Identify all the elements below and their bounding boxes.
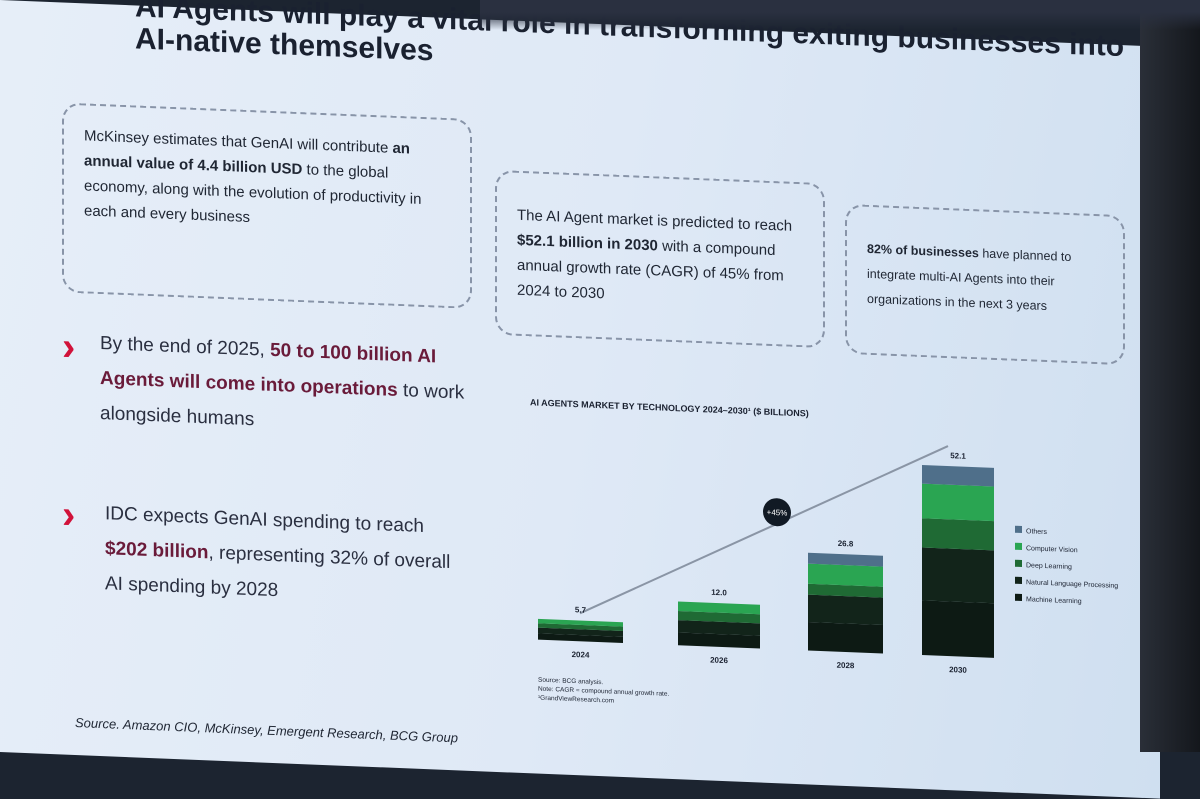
room-ceiling: [480, 0, 1200, 30]
source-note: Source. Amazon CIO, McKinsey, Emergent R…: [75, 715, 458, 746]
x-tick-label: 2024: [572, 650, 590, 660]
bar-segment-natural-language-processing-2024: [538, 627, 623, 637]
bar-segment-natural-language-processing-2028: [808, 594, 883, 626]
bar-total-label: 5.7: [575, 605, 587, 614]
chart-note: Source: BCG analysis.: [538, 677, 604, 687]
legend-label: Computer Vision: [1026, 545, 1078, 554]
bar-segment-deep-learning-2026: [678, 610, 760, 624]
business-box: 82% of businesses have planned to integr…: [845, 203, 1125, 366]
text: IDC expects GenAI spending to reach: [105, 503, 424, 538]
x-tick-label: 2026: [710, 656, 728, 666]
x-tick-label: 2030: [949, 665, 967, 675]
bar-total-label: 26.8: [838, 539, 854, 549]
bar-segment-others-2030: [922, 465, 994, 487]
legend-swatch: [1015, 525, 1022, 534]
bar-segment-machine-learning-2030: [922, 600, 994, 658]
legend-label: Natural Language Processing: [1026, 579, 1118, 590]
bar-segment-machine-learning-2028: [808, 622, 883, 654]
chevron-icon: ›: [62, 324, 76, 370]
market-box: The AI Agent market is predicted to reac…: [495, 169, 825, 349]
bar-total-label: 12.0: [711, 588, 727, 598]
legend-label: Others: [1026, 528, 1047, 536]
slide: AI Agents will play a vital role in tran…: [0, 0, 1160, 799]
legend-swatch: [1015, 593, 1022, 602]
bar-segment-computer-vision-2026: [678, 601, 760, 615]
room-background: [1140, 0, 1200, 752]
bar-segment-computer-vision-2030: [922, 483, 994, 522]
legend-swatch: [1015, 576, 1022, 585]
bar-total-label: 52.1: [950, 451, 966, 461]
bar-segment-machine-learning-2026: [678, 632, 760, 649]
bar-segment-deep-learning-2024: [538, 623, 623, 631]
text: The AI Agent market is predicted to reac…: [517, 206, 793, 235]
legend-label: Machine Learning: [1026, 596, 1082, 605]
cagr-badge: [763, 498, 791, 527]
highlight-agents: By the end of 2025, 50 to 100 billion AI…: [100, 326, 470, 446]
text: By the end of 2025,: [100, 333, 271, 361]
bar-segment-computer-vision-2028: [808, 563, 883, 587]
chart-title: AI AGENTS MARKET BY TECHNOLOGY 2024–2030…: [530, 397, 809, 418]
bar-segment-natural-language-processing-2030: [922, 547, 994, 604]
legend-label: Deep Learning: [1026, 562, 1072, 571]
bar-segment-machine-learning-2024: [538, 633, 623, 644]
text-bold: $52.1 billion in 2030: [517, 231, 658, 255]
bar-segment-others-2028: [808, 552, 883, 567]
bar-segment-deep-learning-2028: [808, 583, 883, 598]
cagr-label: +45%: [767, 508, 788, 518]
bar-segment-deep-learning-2030: [922, 518, 994, 551]
chevron-icon: ›: [62, 492, 76, 538]
mckinsey-box: McKinsey estimates that GenAI will contr…: [62, 102, 472, 309]
market-chart: AI AGENTS MARKET BY TECHNOLOGY 2024–2030…: [530, 397, 1118, 705]
chart-note: ¹GrandViewResearch.com: [538, 695, 614, 705]
x-tick-label: 2028: [837, 661, 855, 671]
text-bold: 82% of businesses: [867, 241, 979, 261]
trend-arrow: [579, 445, 949, 615]
text: McKinsey estimates that GenAI will contr…: [84, 127, 393, 157]
bar-segment-computer-vision-2024: [538, 618, 623, 627]
text-em: $202 billion: [105, 538, 209, 564]
highlight-idc: IDC expects GenAI spending to reach $202…: [105, 496, 465, 615]
legend-swatch: [1015, 559, 1022, 568]
legend-swatch: [1015, 542, 1022, 551]
bar-segment-natural-language-processing-2026: [678, 620, 760, 636]
